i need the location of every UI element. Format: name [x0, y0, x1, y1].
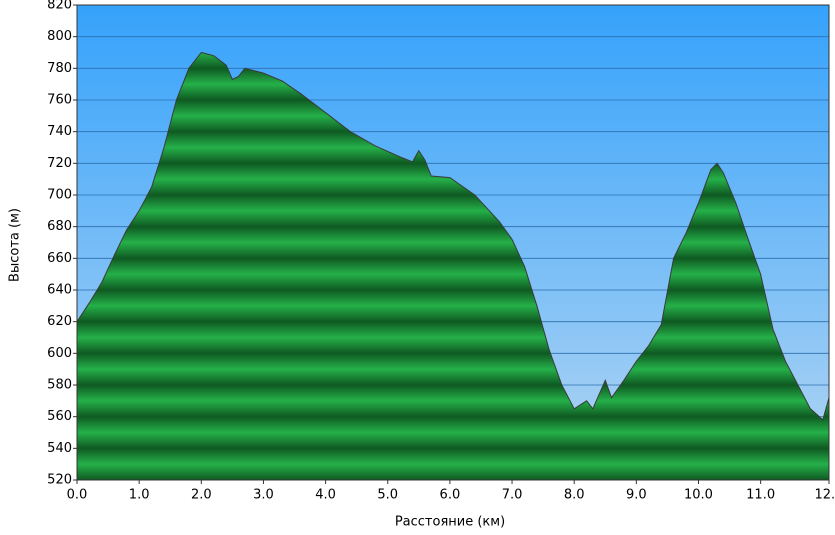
y-tick-label: 620 — [47, 314, 72, 329]
y-tick-label: 640 — [47, 283, 72, 298]
line — [76, 51, 830, 421]
y-tick-label: 720 — [47, 156, 72, 171]
y-tick-label: 780 — [47, 61, 72, 76]
x-tick-label: 1.0 — [129, 488, 150, 503]
x-tick-label: 6.0 — [440, 488, 461, 503]
y-tick-label: 580 — [47, 378, 72, 393]
y-tick-label: 680 — [47, 219, 72, 234]
x-axis-title: Расстояние (км) — [395, 515, 505, 530]
y-tick-label: 820 — [47, 0, 72, 13]
y-tick-label: 660 — [47, 251, 72, 266]
x-tick-label: 3.0 — [253, 488, 274, 503]
x-tick-label: 10.0 — [684, 488, 713, 503]
x-tick-label: 9.0 — [626, 488, 647, 503]
x-tick-label: 2.0 — [191, 488, 212, 503]
y-tick-label: 760 — [47, 93, 72, 108]
x-tick-label: 7.0 — [502, 488, 523, 503]
y-tick-label: 560 — [47, 409, 72, 424]
x-tick-label: 11.0 — [746, 488, 775, 503]
x-tick-label: 0.0 — [67, 488, 88, 503]
x-tick-label: 5.0 — [377, 488, 398, 503]
y-tick-label: 520 — [47, 473, 72, 488]
x-tick-label: 8.0 — [564, 488, 585, 503]
x-tick-label: 4.0 — [315, 488, 336, 503]
y-tick-label: 600 — [47, 346, 72, 361]
x-tick-label: 12.1 — [815, 488, 835, 503]
y-tick-label: 800 — [47, 29, 72, 44]
area — [77, 52, 829, 480]
y-tick-label: 540 — [47, 441, 72, 456]
plot-frame — [76, 4, 830, 481]
y-axis-title: Высота (м) — [8, 208, 23, 282]
y-tick-label: 740 — [47, 124, 72, 139]
y-tick-label: 700 — [47, 188, 72, 203]
